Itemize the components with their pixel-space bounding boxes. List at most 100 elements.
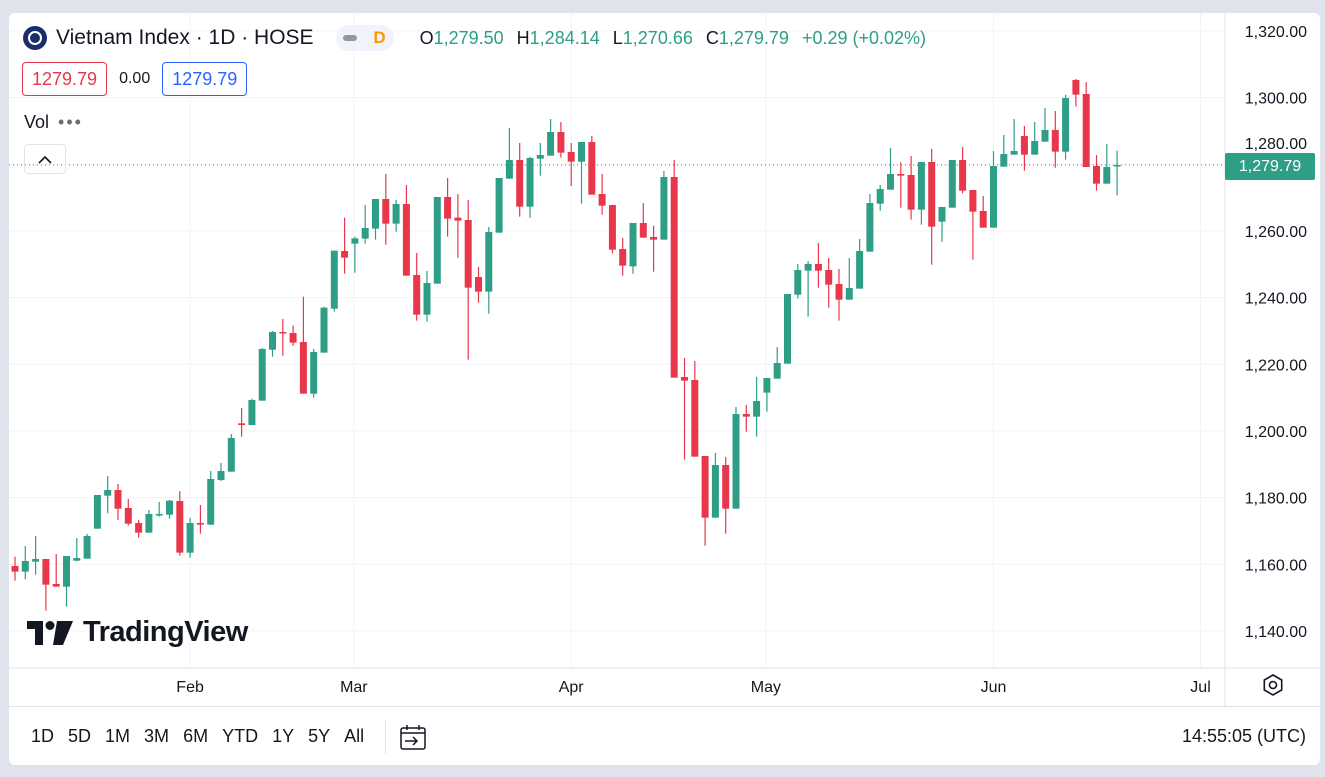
candle-body-down [196, 523, 204, 525]
candle-body-down [475, 277, 482, 292]
candle-body-down [1093, 166, 1100, 184]
candle-body-up [248, 400, 256, 425]
collapse-legend-button[interactable] [24, 144, 66, 174]
candle-body-up [392, 204, 400, 224]
candle-body-down [701, 456, 709, 518]
low-label: L [612, 27, 623, 48]
range-1m[interactable]: 1M [105, 726, 131, 746]
y-tick-label: 1,260.00 [1245, 224, 1307, 241]
candlestick-chart[interactable]: 1,140.00 1,160.00 1,180.00 1,200.00 1,220.00… [9, 13, 1320, 706]
candle-body-up [21, 561, 29, 572]
candle-body-down [464, 220, 472, 288]
candle-body-up [269, 332, 276, 350]
range-ytd[interactable]: YTD [222, 726, 259, 746]
candle-body-down [289, 333, 297, 343]
utc-clock[interactable]: 14:55:05 (UTC) [1181, 726, 1306, 746]
candle-body-up [753, 401, 761, 417]
candle-body-down [897, 174, 905, 176]
market-status-icon [343, 35, 358, 41]
candle-body-up [1113, 165, 1121, 167]
open-value: 1,279.50 [433, 27, 504, 48]
candle-body-up [526, 158, 534, 207]
range-1y[interactable]: 1Y [272, 726, 295, 746]
candle-body-down [670, 177, 678, 378]
symbol-title[interactable]: Vietnam Index · 1D · HOSE [56, 26, 314, 49]
candle-body-down [639, 223, 647, 238]
candle-body-up [845, 288, 853, 300]
candle-body-up [372, 199, 379, 229]
settings-icon[interactable] [1261, 673, 1285, 697]
candle-body-up [660, 177, 668, 240]
candle-body-down [567, 152, 575, 162]
candle-body-up [258, 349, 266, 401]
candle-body-up [804, 264, 812, 271]
candle-body-up [423, 283, 431, 315]
y-tick-label: 1,320.00 [1245, 24, 1307, 41]
candle-body-down [135, 523, 143, 533]
candle-body-down [454, 217, 462, 221]
volume-label[interactable]: Vol [24, 112, 50, 132]
bottom-toolbar: 1D 5D 1M 3M 6M YTD 1Y 5Y All 14:55:05 (U… [9, 706, 1320, 765]
y-tick-label: 1,220.00 [1245, 357, 1307, 374]
candle-body-down [907, 175, 915, 210]
x-tick-label: Jun [981, 679, 1007, 696]
more-options-icon[interactable]: ••• [58, 112, 83, 132]
toolbar-divider [385, 719, 387, 754]
candle-body-up [866, 203, 874, 252]
candle-body-down [413, 275, 421, 315]
tradingview-logo[interactable]: TradingView [27, 616, 248, 649]
candle-body-down [742, 414, 750, 417]
symbol-legend: Vietnam Index · 1D · HOSE D O1,279.50 H1… [23, 25, 926, 51]
candle-body-up [104, 490, 112, 496]
candle-body-up [773, 363, 781, 379]
candle-body-up [361, 228, 369, 239]
candle-body-down [588, 142, 596, 195]
candle-body-up [876, 189, 884, 204]
candle-body-up [145, 514, 153, 533]
candle-body-up [155, 514, 163, 516]
y-tick-label: 1,280.00 [1245, 136, 1307, 153]
candle-body-up [938, 207, 946, 222]
market-status-pill[interactable]: D [335, 25, 394, 51]
chart-widget: 1,140.00 1,160.00 1,180.00 1,200.00 1,220.00… [9, 13, 1320, 765]
candle-body-down [969, 190, 977, 212]
candle-body-down [557, 132, 565, 153]
x-tick-label: Jul [1190, 679, 1210, 696]
bid-ask-row: 1279.79 0.00 1279.79 [22, 62, 248, 96]
candle-body-up [784, 294, 791, 364]
candle-body-down [814, 264, 822, 271]
candle-body-up [505, 160, 513, 179]
candle-body-up [330, 250, 338, 309]
x-tick-label: Feb [176, 679, 204, 696]
candle-body-down [979, 211, 987, 228]
candle-body-up [732, 414, 740, 509]
candle-body-down [279, 332, 287, 334]
range-6m[interactable]: 6M [183, 726, 209, 746]
range-1d[interactable]: 1D [31, 726, 55, 746]
candle-body-up [207, 479, 215, 525]
candle-body-down [516, 160, 524, 207]
candle-body-up [1103, 167, 1111, 184]
candle-body-up [1031, 141, 1039, 155]
candle-body-up [485, 232, 493, 292]
x-tick-label: May [751, 679, 781, 696]
low-value: 1,270.66 [622, 27, 693, 48]
go-to-date-calendar-icon[interactable] [398, 722, 428, 752]
y-tick-label: 1,240.00 [1245, 291, 1307, 308]
candle-body-down [341, 251, 349, 258]
sell-price-button[interactable]: 1279.79 [22, 62, 108, 96]
range-5d[interactable]: 5D [68, 726, 92, 746]
candle-body-down [444, 197, 452, 219]
candle-body-up [310, 352, 318, 394]
candle-body-up [794, 270, 802, 295]
candle-body-up [763, 378, 771, 393]
buy-price-button[interactable]: 1279.79 [162, 62, 248, 96]
range-all[interactable]: All [344, 726, 365, 746]
range-5y[interactable]: 5Y [308, 726, 331, 746]
candle-body-down [1051, 130, 1059, 152]
candle-body-down [722, 465, 730, 509]
change-value: +0.29 (+0.02%) [801, 27, 927, 48]
range-3m[interactable]: 3M [144, 726, 170, 746]
candle-body-up [186, 523, 194, 553]
candle-body-up [166, 500, 173, 515]
